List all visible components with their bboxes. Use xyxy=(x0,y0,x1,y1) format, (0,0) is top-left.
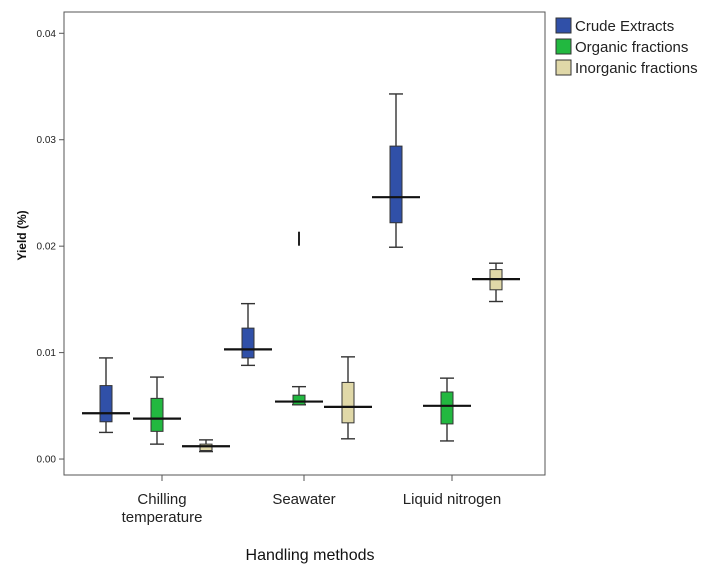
x-category-label: Chilling xyxy=(137,491,186,508)
box-0-2 xyxy=(372,93,420,248)
box-body xyxy=(99,385,113,423)
y-tick-label: 0.04 xyxy=(37,29,57,40)
y-tick-label: 0.02 xyxy=(37,242,57,253)
x-category-label: temperature xyxy=(122,509,203,526)
legend-label: Inorganic fractions xyxy=(575,60,698,77)
box-0-1 xyxy=(224,302,272,367)
box-2-1 xyxy=(324,356,372,440)
box-1-2 xyxy=(423,377,471,442)
y-tick-label: 0.03 xyxy=(37,135,57,146)
box-body xyxy=(150,397,164,432)
box-body xyxy=(389,145,403,224)
legend-label: Organic fractions xyxy=(575,39,688,56)
box-body xyxy=(341,381,355,424)
box-0-0 xyxy=(82,357,130,434)
box-2-2 xyxy=(472,262,520,303)
y-tick-label: 0.00 xyxy=(37,455,57,466)
y-axis-title: Yield (%) xyxy=(15,210,29,260)
box-body xyxy=(241,327,255,359)
box-1-1 xyxy=(275,231,323,406)
legend-swatch xyxy=(555,59,572,76)
x-category-label: Liquid nitrogen xyxy=(403,491,501,508)
x-category-label: Seawater xyxy=(272,491,335,508)
plot-frame xyxy=(63,11,546,476)
legend-label: Crude Extracts xyxy=(575,18,674,35)
box-body xyxy=(292,394,306,406)
x-axis-title: Handling methods xyxy=(246,547,375,564)
legend: Crude Extracts Organic fractions Inorganic… xyxy=(555,17,698,77)
box-1-0 xyxy=(133,376,181,445)
box-body xyxy=(440,391,454,425)
box-2-0 xyxy=(182,439,230,453)
legend-swatch xyxy=(555,38,572,55)
y-tick-label: 0.01 xyxy=(37,348,57,359)
legend-swatch xyxy=(555,17,572,34)
